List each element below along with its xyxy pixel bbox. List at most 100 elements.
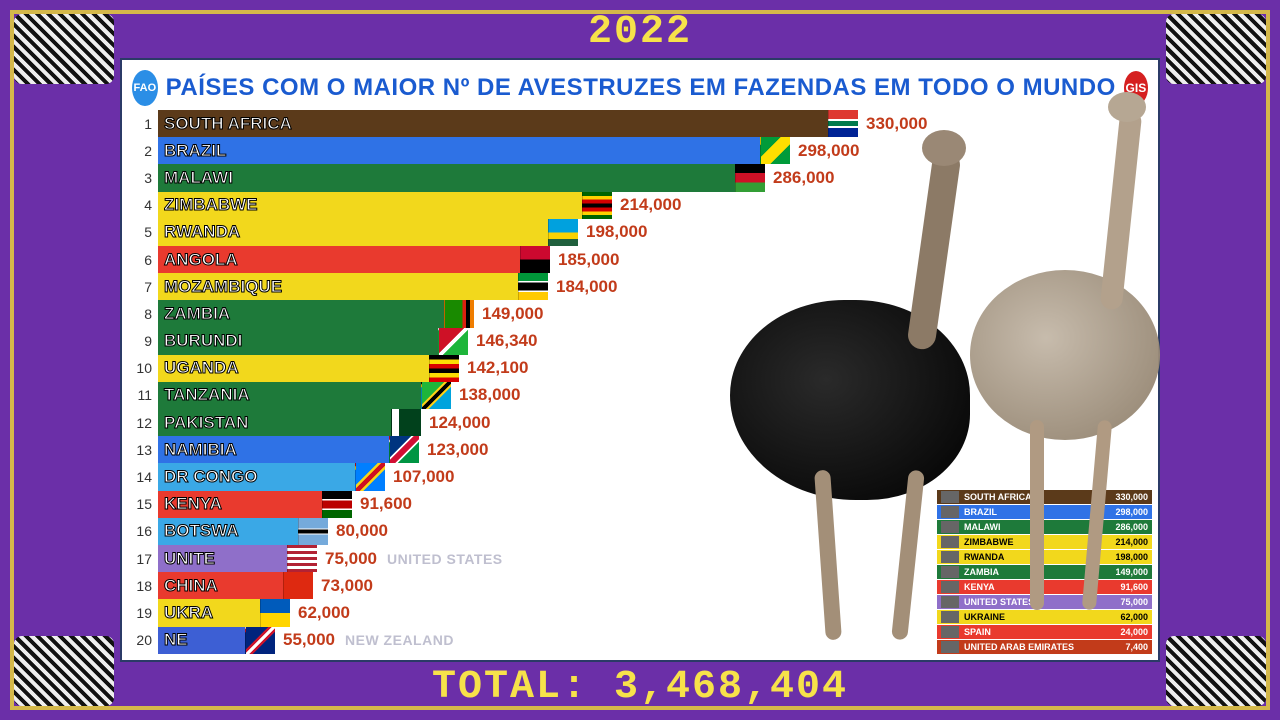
legend-row: UNITED STATES75,000: [937, 595, 1152, 609]
bar: UGANDA: [158, 355, 459, 382]
legend-row: SOUTH AFRICA 330,000: [937, 490, 1152, 504]
bar: MOZAMBIQUE: [158, 273, 548, 300]
rank-number: 18: [132, 578, 158, 594]
country-label: BRAZIL: [164, 141, 226, 161]
legend-row: SPAIN24,000: [937, 625, 1152, 639]
legend-flag-icon: [941, 536, 959, 548]
legend-value: 62,000: [1120, 612, 1148, 622]
flag-icon: [548, 219, 578, 246]
flag-icon: [735, 164, 765, 191]
rank-number: 16: [132, 523, 158, 539]
country-label: NAMIBIA: [164, 440, 237, 460]
bar-row: 12PAKISTAN124,000: [132, 409, 1148, 436]
rank-number: 20: [132, 632, 158, 648]
value-label: 330,000: [866, 114, 927, 134]
chart-panel: FAO PAÍSES COM O MAIOR Nº DE AVESTRUZES …: [120, 58, 1160, 662]
legend-flag-icon: [941, 596, 959, 608]
value-label: 123,000: [427, 440, 488, 460]
legend-flag-icon: [941, 566, 959, 578]
legend-value: 330,000: [1115, 492, 1148, 502]
value-label: 91,600: [360, 494, 412, 514]
bar-row: 8 ZAMBIA 149,000: [132, 300, 1148, 327]
flag-icon: [429, 355, 459, 382]
bar: ZIMBABWE: [158, 192, 612, 219]
value-label: 142,100: [467, 358, 528, 378]
flag-icon: [355, 463, 385, 490]
value-label: 286,000: [773, 168, 834, 188]
flag-icon: [260, 599, 290, 626]
value-label: 214,000: [620, 195, 681, 215]
country-label: PAKISTAN: [164, 413, 248, 433]
rank-number: 7: [132, 279, 158, 295]
bar: BOTSWA: [158, 518, 328, 545]
rank-number: 8: [132, 306, 158, 322]
fao-logo-icon: FAO: [132, 70, 158, 106]
flag-icon: [438, 328, 468, 355]
legend-row: BRAZIL298,000: [937, 505, 1152, 519]
value-label: 149,000: [482, 304, 543, 324]
bar-row: 14DR CONGO107,000: [132, 463, 1148, 490]
bar: NAMIBIA: [158, 436, 419, 463]
legend-flag-icon: [941, 626, 959, 638]
legend-value: 91,600: [1120, 582, 1148, 592]
bar-row: 2BRAZIL298,000: [132, 137, 1148, 164]
country-label: NE: [164, 630, 188, 650]
flag-icon: [287, 545, 317, 572]
legend-name: UNITED STATES: [964, 597, 1114, 607]
legend-flag-icon: [941, 611, 959, 623]
country-label: DR CONGO: [164, 467, 258, 487]
bar: UNITE: [158, 545, 317, 572]
country-label: ZAMBIA: [164, 304, 230, 324]
bar: TANZANIA: [158, 382, 451, 409]
rank-number: 6: [132, 252, 158, 268]
value-label: 138,000: [459, 385, 520, 405]
legend-name: SOUTH AFRICA: [964, 492, 1109, 502]
bar: CHINA: [158, 572, 313, 599]
rank-number: 13: [132, 442, 158, 458]
flag-icon: [760, 137, 790, 164]
bar-row: 3MALAWI286,000: [132, 164, 1148, 191]
bar: ANGOLA: [158, 246, 550, 273]
flag-icon: [828, 110, 858, 137]
rank-number: 15: [132, 496, 158, 512]
rank-number: 9: [132, 333, 158, 349]
country-label: SOUTH AFRICA: [164, 114, 292, 134]
bar-row: 1SOUTH AFRICA330,000: [132, 110, 1148, 137]
value-label: 80,000: [336, 521, 388, 541]
country-label: MALAWI: [164, 168, 233, 188]
flag-icon: [518, 273, 548, 300]
value-label: 298,000: [798, 141, 859, 161]
bar: UKRA: [158, 599, 290, 626]
legend-value: 298,000: [1115, 507, 1148, 517]
legend-value: 214,000: [1115, 537, 1148, 547]
legend-row: RWANDA198,000: [937, 550, 1152, 564]
bar-row: 9BURUNDI146,340: [132, 328, 1148, 355]
legend-flag-icon: [941, 551, 959, 563]
legend-row: ZIMBABWE214,000: [937, 535, 1152, 549]
bar-row: 5RWANDA198,000: [132, 219, 1148, 246]
legend-value: 198,000: [1115, 552, 1148, 562]
legend-flag-icon: [941, 521, 959, 533]
flag-icon: [322, 491, 352, 518]
legend-name: KENYA: [964, 582, 1114, 592]
value-label: 185,000: [558, 250, 619, 270]
legend-flag-icon: [941, 641, 959, 653]
legend-row: MALAWI286,000: [937, 520, 1152, 534]
legend-name: UNITED ARAB EMIRATES: [964, 642, 1119, 652]
bar: PAKISTAN: [158, 409, 421, 436]
country-label: UNITE: [164, 549, 215, 569]
legend-row: UNITED ARAB EMIRATES 7,400: [937, 640, 1152, 654]
year-label: 2022: [0, 10, 1280, 55]
chart-title: PAÍSES COM O MAIOR Nº DE AVESTRUZES EM F…: [166, 74, 1116, 102]
value-label: 184,000: [556, 277, 617, 297]
flag-icon: [298, 518, 328, 545]
rank-number: 5: [132, 224, 158, 240]
value-label: 146,340: [476, 331, 537, 351]
bar-row: 10UGANDA142,100: [132, 355, 1148, 382]
legend-flag-icon: [941, 581, 959, 593]
legend-row: KENYA 91,600: [937, 580, 1152, 594]
legend-value: 7,400: [1125, 642, 1148, 652]
country-label: BOTSWA: [164, 521, 239, 541]
bar: BRAZIL: [158, 137, 790, 164]
bar: MALAWI: [158, 164, 765, 191]
